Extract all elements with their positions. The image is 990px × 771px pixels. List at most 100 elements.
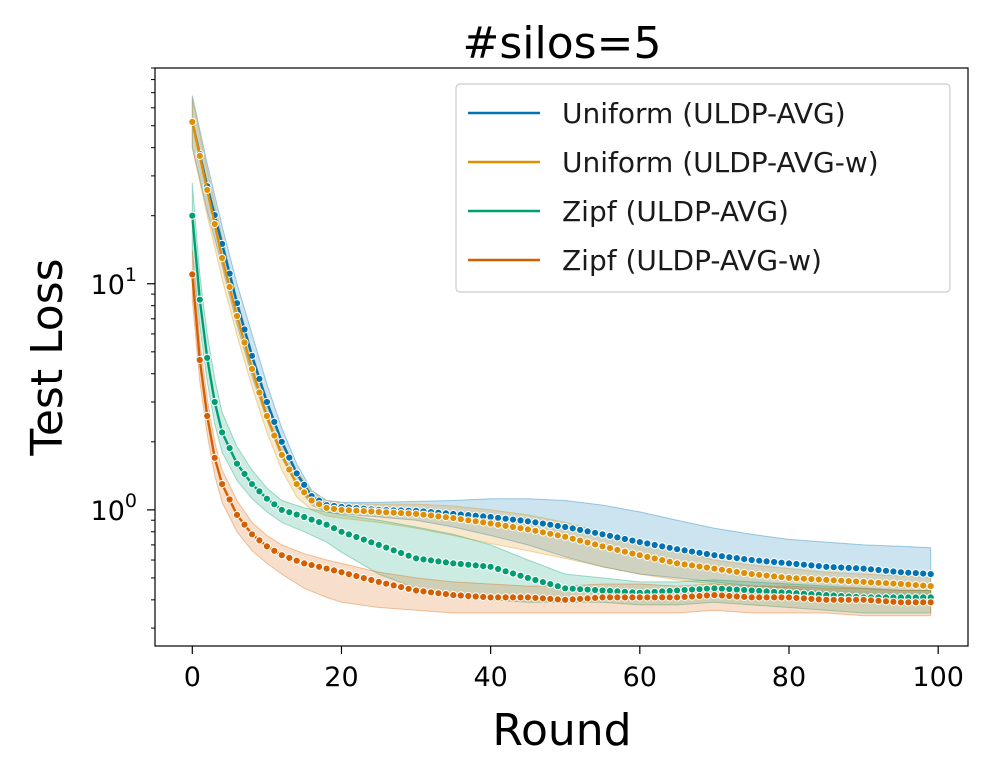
point-series-3-round-16 xyxy=(307,561,316,570)
point-series-3-round-25 xyxy=(374,577,383,587)
point-series-1-round-62 xyxy=(650,554,659,563)
point-series-1-round-81 xyxy=(792,574,801,583)
point-series-3-round-21 xyxy=(344,570,353,579)
point-series-2-round-25 xyxy=(374,540,383,550)
point-series-1-round-15 xyxy=(300,488,309,497)
x-axis-title: Round xyxy=(492,705,631,756)
point-series-3-round-61 xyxy=(643,593,652,602)
point-series-3-round-37 xyxy=(464,591,473,601)
point-series-2-round-38 xyxy=(471,561,480,570)
point-series-1-round-34 xyxy=(441,513,450,522)
point-series-1-round-26 xyxy=(382,508,391,517)
point-series-2-round-70 xyxy=(710,584,719,593)
point-series-1-round-2 xyxy=(203,185,212,194)
point-series-0-round-52 xyxy=(576,525,585,535)
point-series-1-round-85 xyxy=(822,575,831,585)
point-series-2-round-54 xyxy=(591,585,600,595)
point-series-1-round-73 xyxy=(732,567,741,577)
point-series-0-round-87 xyxy=(837,563,846,572)
point-series-3-round-27 xyxy=(389,581,398,590)
point-series-3-round-64 xyxy=(665,593,674,602)
x-tick-label-80: 80 xyxy=(772,662,806,693)
point-series-0-round-92 xyxy=(874,565,883,575)
point-series-3-round-99 xyxy=(926,598,935,607)
point-series-2-round-45 xyxy=(523,573,533,583)
point-series-2-round-23 xyxy=(359,535,368,544)
point-series-2-round-27 xyxy=(389,546,398,555)
point-series-2-round-13 xyxy=(285,508,294,517)
point-series-0-round-84 xyxy=(814,562,823,571)
point-series-3-round-30 xyxy=(412,586,421,595)
point-series-3-round-40 xyxy=(486,593,495,602)
point-series-3-round-90 xyxy=(859,595,868,604)
point-series-3-round-88 xyxy=(844,595,853,604)
point-series-1-round-91 xyxy=(866,578,876,587)
point-series-1-round-89 xyxy=(852,577,861,586)
point-series-1-round-37 xyxy=(464,516,473,525)
point-series-3-round-82 xyxy=(799,594,809,603)
point-series-1-round-19 xyxy=(329,504,339,513)
point-series-1-round-63 xyxy=(658,556,667,565)
point-series-1-round-43 xyxy=(508,522,518,532)
point-series-1-round-86 xyxy=(829,576,838,585)
point-series-2-round-12 xyxy=(277,505,286,514)
point-series-1-round-51 xyxy=(568,534,577,543)
point-series-3-round-78 xyxy=(770,593,779,602)
point-series-1-round-80 xyxy=(784,573,794,583)
point-series-2-round-75 xyxy=(747,586,756,595)
point-series-1-round-27 xyxy=(389,508,398,517)
point-series-0-round-66 xyxy=(680,546,689,555)
point-series-2-round-9 xyxy=(255,487,264,496)
point-series-1-round-44 xyxy=(516,524,525,533)
point-series-0-round-15 xyxy=(300,480,309,489)
point-series-0-round-11 xyxy=(270,417,279,426)
point-series-1-round-35 xyxy=(449,514,458,523)
point-series-0-round-14 xyxy=(292,469,301,478)
point-series-3-round-29 xyxy=(404,584,413,593)
point-series-3-round-51 xyxy=(568,595,577,604)
point-series-1-round-30 xyxy=(412,509,421,519)
point-series-1-round-60 xyxy=(635,551,644,560)
point-series-3-round-73 xyxy=(732,592,741,601)
point-series-2-round-39 xyxy=(479,562,488,571)
point-series-3-round-6 xyxy=(232,510,242,520)
point-series-3-round-66 xyxy=(680,592,689,602)
point-series-3-round-42 xyxy=(501,593,510,602)
point-series-2-round-17 xyxy=(315,518,324,527)
point-series-3-round-75 xyxy=(747,593,756,602)
point-series-3-round-76 xyxy=(755,593,764,602)
point-series-0-round-96 xyxy=(904,568,913,577)
point-series-1-round-56 xyxy=(605,544,615,553)
point-series-2-round-44 xyxy=(516,571,525,580)
x-tick-label-0: 0 xyxy=(184,662,201,693)
point-series-2-round-46 xyxy=(531,575,540,585)
point-series-1-round-45 xyxy=(523,525,533,534)
point-series-3-round-60 xyxy=(635,593,644,602)
point-series-1-round-82 xyxy=(799,574,809,583)
point-series-2-round-31 xyxy=(419,555,428,564)
y-axis-title: Test Loss xyxy=(22,258,73,456)
point-series-0-round-88 xyxy=(844,563,853,573)
point-series-2-round-5 xyxy=(225,444,234,453)
point-series-1-round-41 xyxy=(494,520,503,529)
point-series-0-round-94 xyxy=(889,567,898,576)
point-series-3-round-35 xyxy=(449,591,458,600)
point-series-0-round-67 xyxy=(687,547,697,556)
y-axis: 100 101 xyxy=(91,67,155,629)
point-series-2-round-7 xyxy=(240,469,249,478)
point-series-3-round-96 xyxy=(904,598,913,607)
point-series-2-round-55 xyxy=(598,586,607,595)
point-series-3-round-50 xyxy=(561,595,570,604)
point-series-3-round-62 xyxy=(650,593,659,602)
point-series-0-round-75 xyxy=(747,555,756,565)
point-series-3-round-41 xyxy=(494,593,503,602)
point-series-2-round-32 xyxy=(426,556,436,565)
point-series-1-round-18 xyxy=(322,503,331,512)
plot-frame xyxy=(154,67,969,647)
point-series-3-round-68 xyxy=(695,591,704,601)
point-series-1-round-79 xyxy=(777,573,786,582)
point-series-3-round-74 xyxy=(740,592,749,602)
point-series-3-round-32 xyxy=(426,588,436,597)
point-series-1-round-17 xyxy=(315,500,324,509)
point-series-0-round-59 xyxy=(628,536,637,545)
